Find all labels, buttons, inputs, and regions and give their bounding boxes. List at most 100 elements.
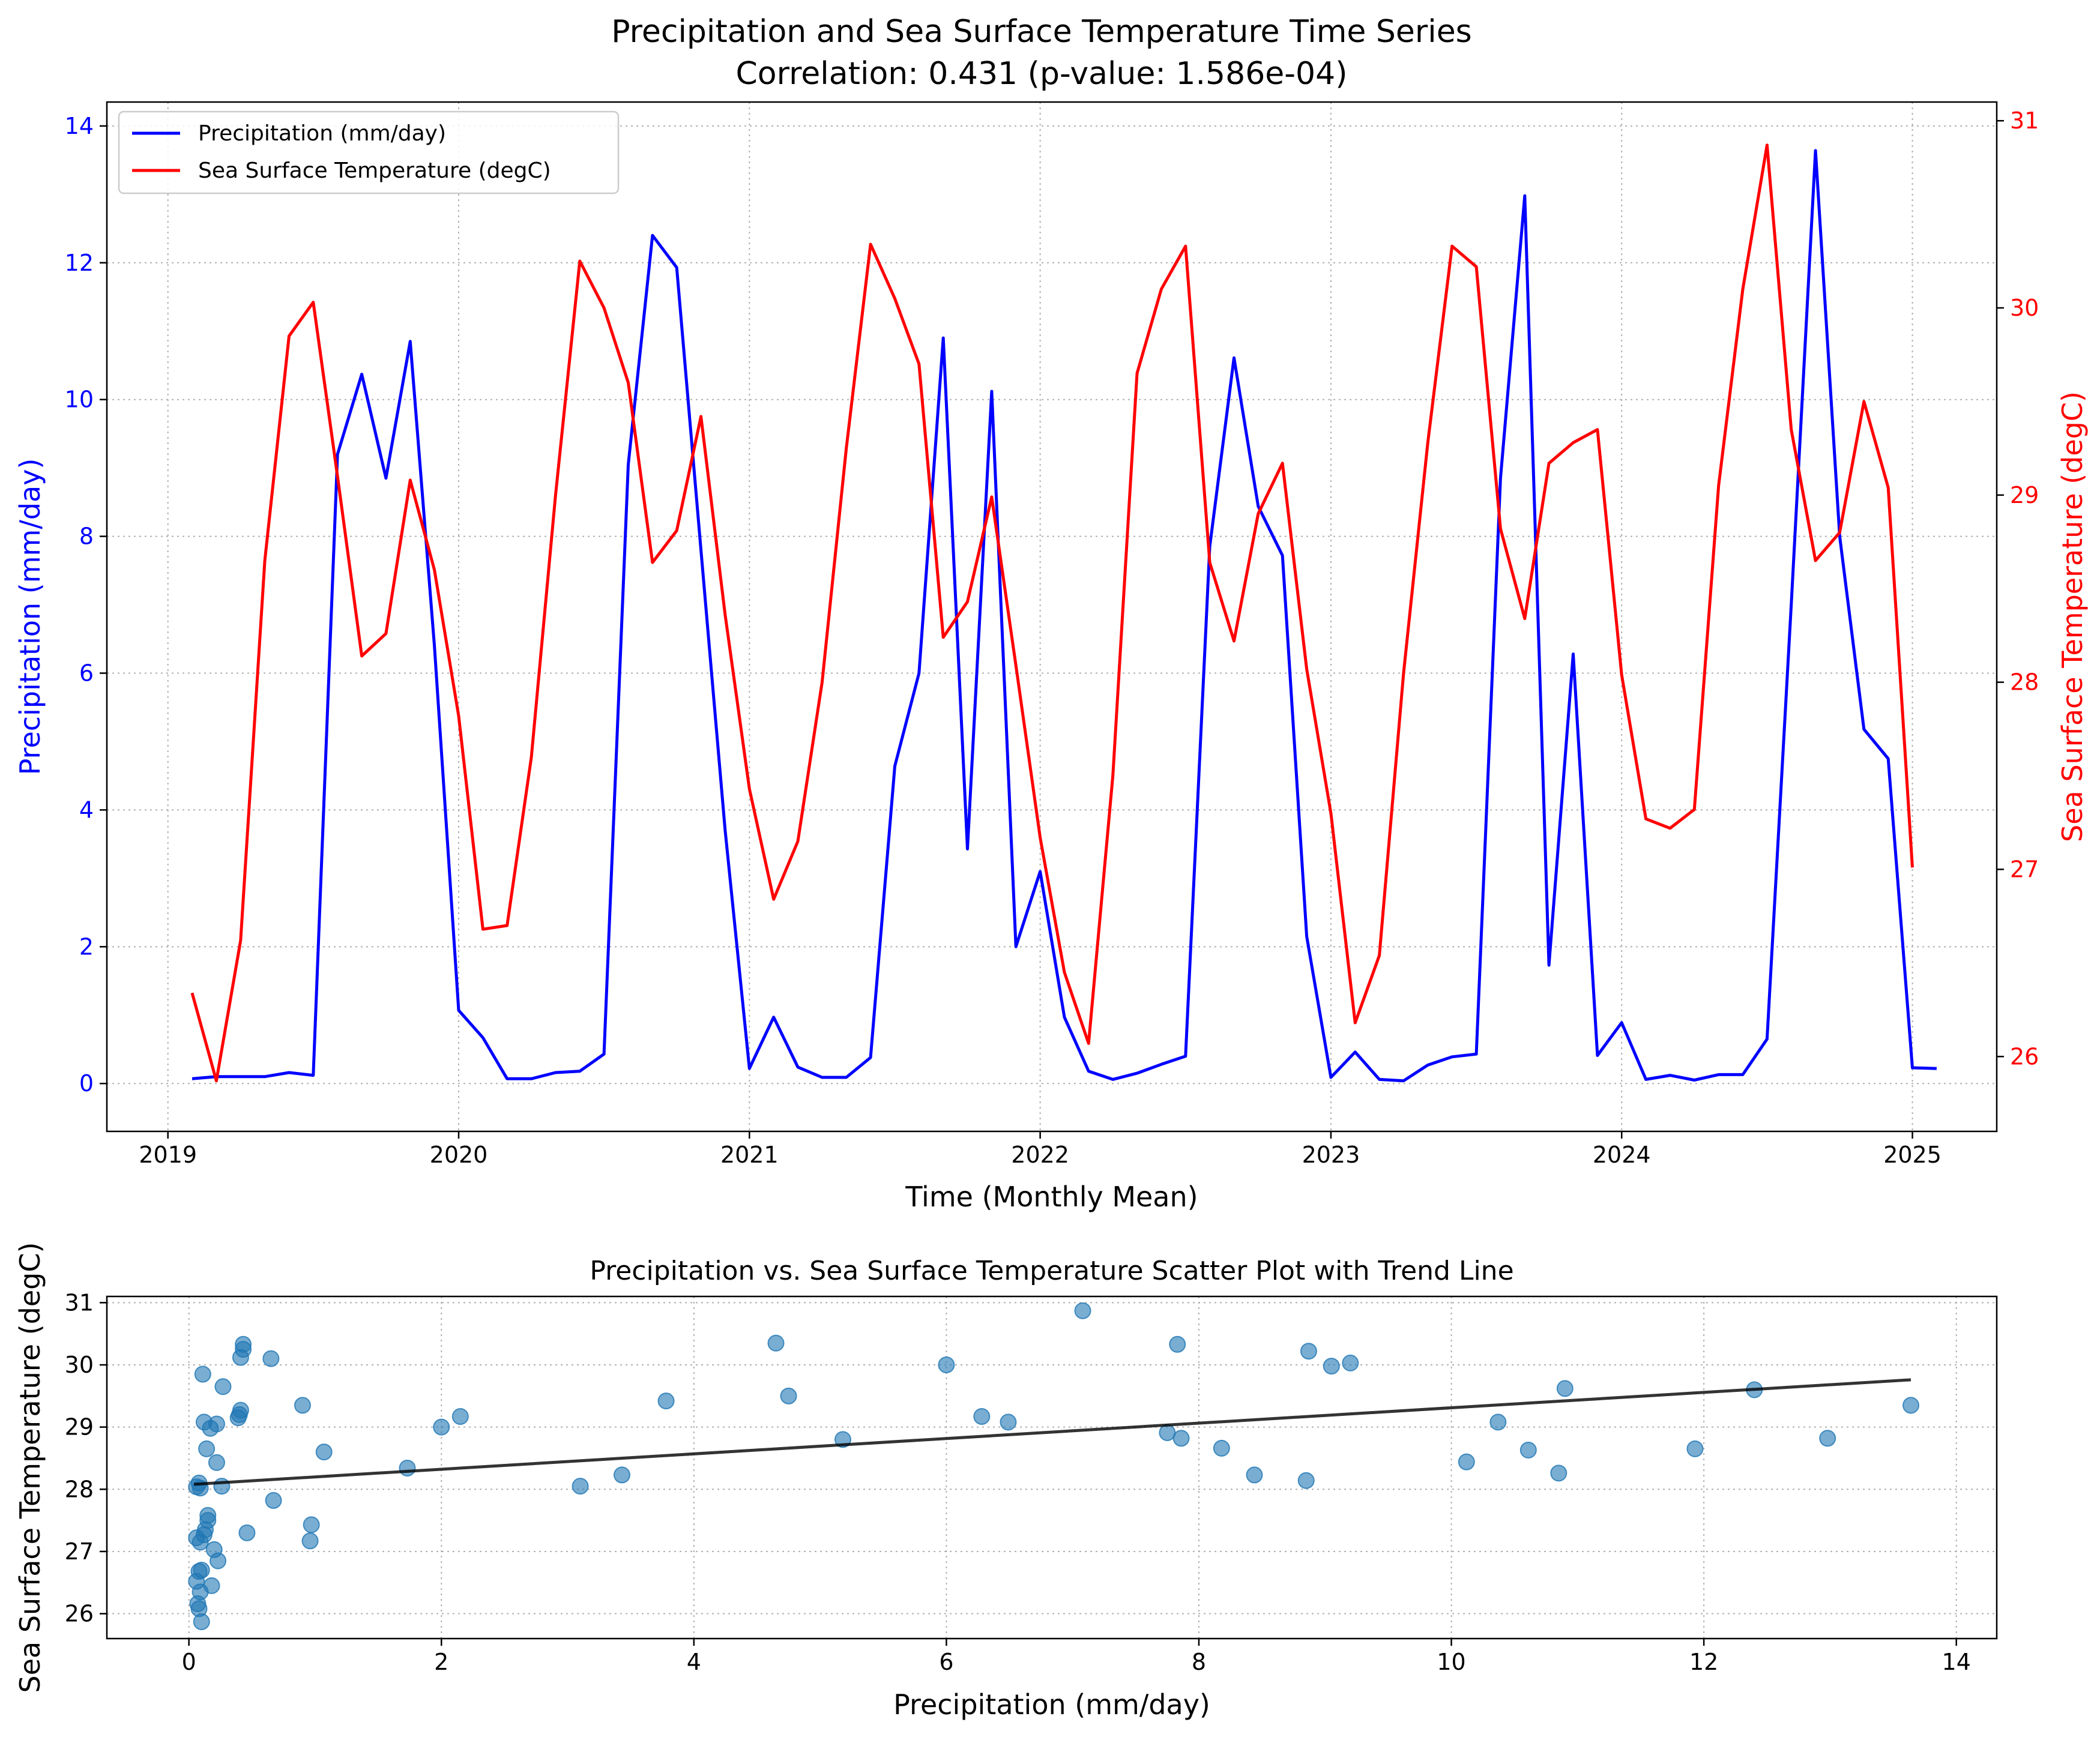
scatter-point [1902,1397,1920,1414]
scatter-point [193,1613,210,1631]
y-tick-label: 2 [79,933,94,960]
scatter-point [1556,1380,1573,1397]
scatter-point [1297,1472,1315,1489]
scatter-point [1159,1424,1176,1441]
x-tick-label: 14 [1942,1649,1971,1675]
scatter-point [767,1334,785,1352]
y-tick-label: 14 [65,113,94,139]
scatter-point [1819,1430,1836,1447]
legend-label: Sea Surface Temperature (degC) [198,158,551,183]
series-line-sst [190,143,1914,1083]
y-tick-label: 27 [65,1538,94,1565]
y-axis-label: Precipitation (mm/day) [14,459,46,775]
scatter-point [1000,1413,1017,1431]
y-tick-label: 31 [65,1289,94,1316]
x-tick-label: 2 [434,1649,448,1675]
scatter-chart: Precipitation vs. Sea Surface Temperatur… [14,1242,1998,1721]
scatter-point [213,1478,231,1495]
y2-tick-label: 27 [2010,856,2039,882]
scatter-point [198,1440,216,1457]
scatter-point [262,1350,280,1367]
scatter-point [1519,1441,1537,1459]
x-axis-label: Time (Monthly Mean) [905,1181,1198,1213]
y-tick-label: 28 [65,1476,94,1502]
scatter-point [1323,1358,1340,1375]
legend-label: Precipitation (mm/day) [198,121,446,146]
scatter-point [208,1415,225,1433]
x-tick-label: 2019 [139,1142,197,1168]
y2-tick-label: 29 [2010,482,2039,508]
scatter-point [657,1392,675,1410]
scatter-point [235,1341,252,1358]
scatter-point [1246,1466,1263,1484]
scatter-point [210,1552,227,1570]
scatter-point [1550,1465,1567,1482]
scatter-point [208,1454,225,1471]
x-tick-label: 2023 [1302,1142,1360,1168]
scatter-point [1458,1453,1475,1471]
y2-tick-label: 30 [2010,295,2039,321]
y-tick-label: 0 [79,1070,94,1097]
scatter-point [214,1378,232,1395]
y-tick-label: 10 [65,387,94,413]
y-tick-label: 30 [65,1352,94,1378]
scatter-point [938,1356,955,1373]
x-tick-label: 2020 [430,1142,488,1168]
scatter-point [613,1466,630,1484]
scatter-point [399,1460,416,1477]
scatter-point [1172,1430,1190,1447]
scatter-point [1489,1413,1507,1431]
scatter-point [315,1443,333,1461]
y2-tick-label: 28 [2010,669,2039,696]
y-tick-label: 12 [65,250,94,276]
legend: Precipitation (mm/day) Sea Surface Temper… [118,110,620,194]
scatter-point [301,1532,319,1550]
time-series-chart: 2019 2020 2021 2022 2023 2024 2025 0 2 4 6 8 10 12 14 2… [14,101,2089,1213]
scatter-point [1213,1439,1230,1457]
scatter-point [1342,1354,1359,1371]
scatter-point [232,1401,249,1419]
x-tick-label: 2024 [1593,1142,1651,1168]
scatter-point [238,1524,256,1541]
x-tick-label: 0 [182,1649,196,1675]
plot-frame [106,1295,1998,1640]
y-tick-label: 4 [79,796,94,823]
x-tick-label: 12 [1689,1649,1718,1675]
y-tick-label: 6 [79,660,94,687]
scatter-point [451,1408,469,1425]
scatter-point [1300,1343,1317,1360]
scatter-point [193,1562,210,1579]
y-tick-label: 26 [65,1601,94,1627]
x-tick-label: 10 [1437,1649,1465,1675]
x-tick-label: 2021 [720,1142,779,1168]
x-tick-label: 6 [939,1649,953,1675]
scatter-point [780,1387,797,1404]
x-tick-label: 8 [1192,1649,1206,1675]
plot-frame [106,101,1998,1133]
scatter-point [1074,1302,1091,1319]
x-tick-label: 4 [687,1649,701,1675]
legend-box [118,110,620,194]
series-line-precipitation [192,149,1937,1083]
figure-subtitle-correlation: Correlation: 0.431 (p-value: 1.586e-04) [735,56,1347,92]
y2-tick-label: 31 [2010,107,2039,134]
scatter-point [1686,1440,1704,1457]
x-axis-label: Precipitation (mm/day) [893,1688,1210,1721]
y-tick-label: 8 [79,523,94,550]
y-tick-label: 29 [65,1414,94,1440]
y-axis-label: Sea Surface Temperature (degC) [14,1242,46,1693]
x-tick-label: 2025 [1883,1142,1942,1168]
scatter-point [973,1408,991,1425]
x-tick-label: 2022 [1011,1142,1069,1168]
scatter-title: Precipitation vs. Sea Surface Temperatur… [590,1256,1513,1286]
figure-title: Precipitation and Sea Surface Temperatur… [611,14,1472,50]
scatter-point [303,1516,320,1534]
scatter-point [265,1492,282,1509]
y2-axis-label: Sea Surface Temperature (degC) [2056,391,2089,842]
y2-tick-label: 26 [2010,1043,2039,1070]
scatter-point [203,1577,220,1594]
scatter-point [199,1507,217,1524]
trend-line [193,1378,1911,1486]
scatter-point [1169,1335,1186,1353]
